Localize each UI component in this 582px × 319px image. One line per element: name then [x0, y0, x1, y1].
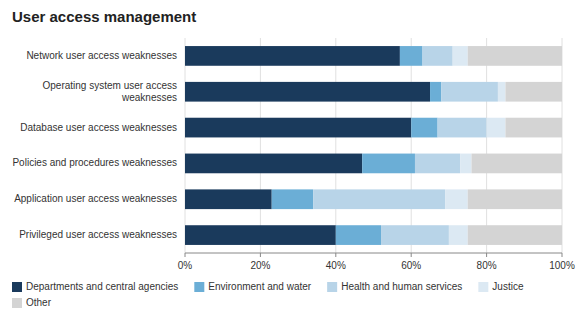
tick-mark	[185, 253, 186, 257]
grid-line	[185, 38, 186, 253]
series	[445, 46, 505, 245]
grid	[185, 38, 562, 253]
bar	[185, 82, 430, 102]
series	[313, 46, 498, 245]
category-label: Privileged user access weaknesses	[19, 229, 177, 240]
chart: User access management Departments and ce…	[0, 0, 582, 319]
bar	[400, 46, 423, 66]
grid-line	[486, 38, 487, 253]
bar	[468, 225, 562, 245]
tick-mark	[260, 253, 261, 257]
tick-mark	[411, 253, 412, 257]
bar	[438, 118, 487, 138]
category-label: Database user access weaknesses	[20, 121, 177, 132]
bar	[505, 118, 562, 138]
tick-label: 60%	[401, 260, 421, 271]
grid-line	[335, 38, 336, 253]
title: User access management	[12, 8, 196, 25]
bar	[381, 225, 449, 245]
category-label: Policies and procedures weaknesses	[12, 157, 177, 168]
legend-label: Justice	[492, 281, 524, 292]
category-label-line: Database user access weaknesses	[20, 121, 177, 132]
tick-label: 0%	[178, 260, 193, 271]
tick-label: 20%	[250, 260, 270, 271]
tick-label: 100%	[549, 260, 575, 271]
tick-mark	[335, 253, 336, 257]
legend-item: Departments and central agencies	[12, 281, 178, 292]
bar	[472, 154, 562, 174]
bar	[423, 46, 453, 66]
category-label-line: Network user access weaknesses	[26, 50, 177, 61]
legend-label: Health and human services	[341, 281, 462, 292]
legend-item: Justice	[478, 281, 524, 292]
bar	[185, 225, 336, 245]
bar	[453, 46, 468, 66]
category-label: Operating system user accessweaknesses	[43, 79, 178, 102]
bar	[185, 46, 400, 66]
series	[185, 46, 430, 245]
bar	[336, 225, 381, 245]
legend-swatch	[12, 282, 22, 292]
tick-label: 80%	[477, 260, 497, 271]
category-label-line: Policies and procedures weaknesses	[12, 157, 177, 168]
legend-swatch	[478, 282, 488, 292]
tick-mark	[562, 253, 563, 257]
legend-label: Environment and water	[208, 281, 312, 292]
bar	[313, 189, 445, 209]
category-label: Network user access weaknesses	[26, 50, 177, 61]
legend-swatch	[327, 282, 337, 292]
grid-line	[411, 38, 412, 253]
bar	[185, 118, 411, 138]
bar	[430, 82, 441, 102]
bar	[487, 118, 506, 138]
x-axis-line	[185, 253, 562, 254]
page: {"chart_data": { "type": "bar", "orienta…	[0, 0, 582, 319]
grid-line	[260, 38, 261, 253]
bar	[468, 189, 562, 209]
category-label-line: Operating system user access	[43, 79, 178, 90]
category-label-line: weaknesses	[121, 91, 177, 102]
tick-mark	[486, 253, 487, 257]
bar	[449, 225, 468, 245]
legend-swatch	[194, 282, 204, 292]
legend: Departments and central agencies Environm…	[12, 281, 524, 308]
bar	[468, 46, 562, 66]
legend-item: Other	[12, 297, 52, 308]
grid-line	[562, 38, 563, 253]
bars	[185, 46, 562, 245]
bar	[460, 154, 471, 174]
bar	[445, 189, 468, 209]
series	[468, 46, 562, 245]
category-label: Application user access weaknesses	[14, 193, 177, 204]
x-axis-ticks: 0% 20% 40% 60% 80% 100%	[178, 253, 575, 271]
bar	[415, 154, 460, 174]
bar	[411, 118, 437, 138]
tick-label: 40%	[326, 260, 346, 271]
legend-item: Environment and water	[194, 281, 312, 292]
series	[272, 46, 442, 245]
bar	[498, 82, 506, 102]
bar	[441, 82, 498, 102]
bar	[272, 189, 313, 209]
category-label-line: Privileged user access weaknesses	[19, 229, 177, 240]
bar	[362, 154, 415, 174]
bar	[505, 82, 562, 102]
bar	[185, 189, 272, 209]
legend-item: Health and human services	[327, 281, 462, 292]
category-label-line: Application user access weaknesses	[14, 193, 177, 204]
legend-label: Other	[26, 297, 52, 308]
legend-label: Departments and central agencies	[26, 281, 178, 292]
bar	[185, 154, 362, 174]
legend-swatch	[12, 298, 22, 308]
y-axis-labels: Network user access weaknesses Operating …	[12, 50, 177, 240]
